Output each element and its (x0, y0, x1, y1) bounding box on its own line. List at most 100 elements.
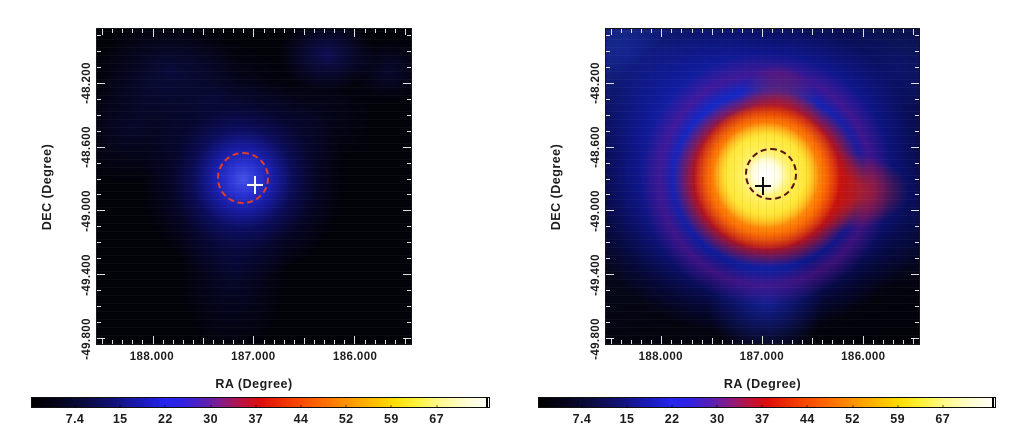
x-axis-tick (112, 340, 114, 344)
y-axis-tick (606, 242, 610, 244)
colorbar-tick-label: 37 (248, 412, 264, 426)
colorbar-tick-label: 22 (158, 412, 173, 426)
x-axis-tick (862, 336, 864, 344)
y-axis-tick (407, 98, 411, 100)
x-axis-tick (344, 340, 346, 344)
colorbar-tick (852, 405, 853, 408)
y-axis-tick (97, 83, 105, 85)
y-axis-tick (407, 226, 411, 228)
colorbar-tick-label: 44 (800, 412, 815, 426)
x-axis-tick (253, 29, 255, 37)
y-axis-tick (97, 35, 101, 37)
y-axis-tick (97, 130, 101, 132)
x-axis-tick (711, 29, 713, 35)
colorbar-tick (897, 405, 899, 408)
x-axis-tick (102, 338, 104, 344)
x-axis-tick (842, 340, 844, 344)
x-axis-tick (243, 340, 245, 344)
x-axis-tick (902, 340, 904, 344)
sky-map-right (605, 28, 920, 345)
colorbar-gradient (31, 397, 490, 408)
y-axis-tick (407, 51, 411, 53)
y-axis-tick (97, 67, 101, 69)
x-axis-tick-label: 186.000 (841, 351, 886, 363)
x-axis-tick (842, 29, 844, 33)
y-axis-tick (915, 114, 919, 116)
x-axis-tick (852, 340, 854, 344)
y-axis-tick (606, 35, 610, 37)
y-axis-tick (915, 178, 919, 180)
x-axis-tick (404, 338, 406, 344)
colorbar-tick-label: 30 (709, 412, 725, 426)
x-axis-tick (711, 338, 713, 344)
y-axis-tick (407, 67, 411, 69)
colorbar-right: 7.4 15 22 30 37 44 52 59 67 (538, 397, 996, 426)
y-axis-tick (606, 321, 610, 323)
y-axis-tick (407, 114, 411, 116)
colorbar-tick (119, 405, 121, 408)
y-axis-tick (606, 194, 610, 196)
x-axis-tick (233, 340, 235, 344)
y-axis-tick-label: -49.800 (590, 317, 602, 360)
x-axis-tick (314, 29, 316, 33)
x-axis-tick (344, 29, 346, 33)
x-axis-tick (172, 29, 174, 33)
colorbar-tick (942, 405, 944, 408)
colorbar-tick-label: 37 (754, 412, 770, 426)
y-axis-tick (606, 305, 610, 307)
y-axis-tick (407, 178, 411, 180)
source-position-cross-marker (247, 176, 263, 194)
x-axis-tick (651, 340, 653, 344)
y-axis-tick (97, 226, 101, 228)
x-axis-tick (832, 29, 834, 33)
y-axis-tick (915, 162, 919, 164)
x-axis-tick (253, 336, 255, 344)
x-axis-tick (671, 29, 673, 33)
y-axis-tick (403, 210, 411, 212)
x-axis-tick (152, 336, 154, 344)
x-axis-tick (691, 340, 693, 344)
x-axis-tick (324, 29, 326, 33)
x-axis-tick (611, 29, 613, 35)
x-axis-tick (374, 340, 376, 344)
y-axis-tick (915, 289, 919, 291)
y-axis-tick (915, 242, 919, 244)
x-axis-tick (223, 340, 225, 344)
colorbar-tick-label: 52 (845, 412, 860, 426)
y-axis-tick (915, 35, 919, 37)
y-axis-tick (407, 258, 411, 260)
colorbar-tick-label: 59 (384, 412, 399, 426)
y-axis-tick (403, 146, 411, 148)
y-axis-tick (915, 194, 919, 196)
x-axis-tick (701, 29, 703, 33)
source-position-cross-marker (755, 177, 771, 195)
y-axis-tick (911, 210, 919, 212)
x-axis-tick-label: 188.000 (638, 351, 683, 363)
y-axis-tick (911, 337, 919, 339)
x-axis-tick (822, 340, 824, 344)
sky-map-left (96, 28, 412, 345)
x-axis-tick (404, 29, 406, 35)
x-axis-tick-label: 188.000 (129, 351, 175, 363)
x-axis-tick (213, 29, 215, 33)
x-axis-tick (611, 338, 613, 344)
y-axis-tick (407, 194, 411, 196)
x-axis-tick (142, 29, 144, 33)
x-axis-tick (912, 29, 914, 35)
x-axis-tick-label: 187.000 (739, 351, 785, 363)
x-axis-tick (832, 340, 834, 344)
x-axis-tick (772, 340, 774, 344)
x-axis-tick (812, 338, 814, 344)
x-axis-tick (283, 340, 285, 344)
y-axis-tick-label: -49.000 (590, 189, 602, 232)
y-axis-tick (915, 226, 919, 228)
x-axis-tick (812, 29, 814, 35)
y-axis-tick (97, 194, 101, 196)
y-axis-tick (606, 98, 610, 100)
colorbar-tick (255, 405, 257, 408)
x-axis-tick (394, 340, 396, 344)
y-axis-tick (97, 178, 101, 180)
colorbar-tick (581, 405, 583, 408)
x-axis-tick (354, 336, 356, 344)
x-axis-tick (122, 29, 124, 33)
